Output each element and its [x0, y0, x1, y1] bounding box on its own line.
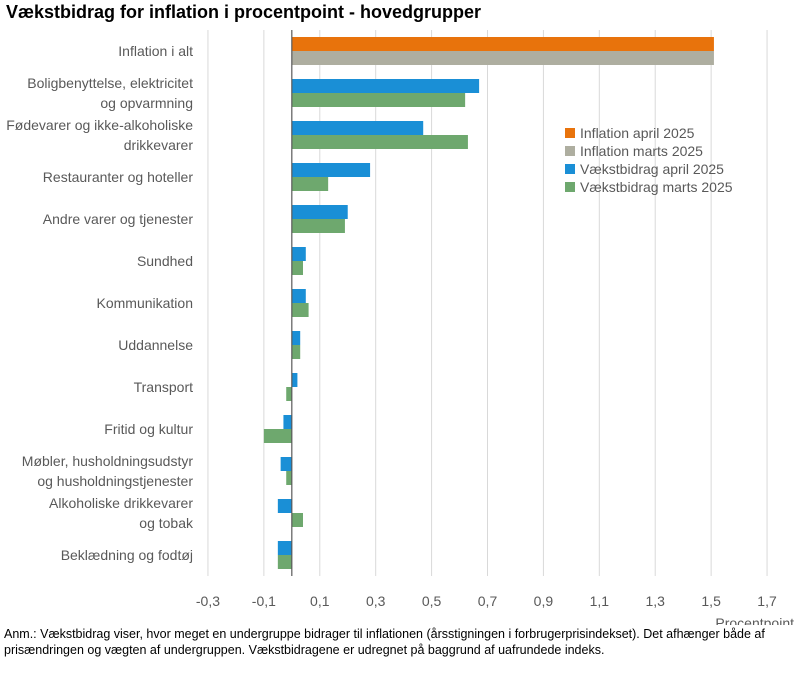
- bar-inflation-april-2025: [291, 37, 714, 51]
- category-label: Alkoholiske drikkevarer og tobak: [49, 495, 194, 531]
- x-tick-label: 1,7: [757, 593, 777, 609]
- bar-vækstbidrag-marts-2025: [263, 429, 292, 443]
- bar-vækstbidrag-marts-2025: [291, 261, 303, 275]
- category-label: Beklædning og fodtøj: [61, 547, 193, 563]
- bar-vækstbidrag-marts-2025: [291, 219, 345, 233]
- bar-vækstbidrag-marts-2025: [286, 387, 292, 401]
- x-tick-label: 1,5: [701, 593, 721, 609]
- bar-vækstbidrag-april-2025: [291, 247, 306, 261]
- legend-label: Vækstbidrag marts 2025: [580, 179, 733, 195]
- category-label: Transport: [134, 379, 194, 395]
- bar-vækstbidrag-marts-2025: [291, 345, 301, 359]
- bar-vækstbidrag-april-2025: [291, 79, 480, 93]
- x-tick-label: 0,3: [366, 593, 386, 609]
- category-label: Kommunikation: [97, 295, 194, 311]
- bar-vækstbidrag-marts-2025: [291, 513, 303, 527]
- bar-vækstbidrag-april-2025: [291, 163, 371, 177]
- category-label: Restauranter og hoteller: [43, 169, 194, 185]
- category-label: Andre varer og tjenester: [43, 211, 194, 227]
- x-tick-label: -0,3: [196, 593, 220, 609]
- bar-vækstbidrag-april-2025: [283, 415, 292, 429]
- legend-label: Vækstbidrag april 2025: [580, 161, 724, 177]
- legend-swatch: [565, 182, 575, 192]
- bar-vækstbidrag-april-2025: [277, 499, 292, 513]
- x-tick-label: 1,1: [590, 593, 610, 609]
- bar-vækstbidrag-april-2025: [277, 541, 292, 555]
- bar-vækstbidrag-april-2025: [291, 373, 298, 387]
- x-axis-label: Procentpoint: [715, 615, 794, 625]
- bar-inflation-marts-2025: [291, 51, 714, 65]
- legend: Inflation april 2025 Inflation marts 2025…: [565, 125, 733, 195]
- x-tick-label: -0,1: [252, 593, 276, 609]
- bar-chart: Inflation i alt Boligbenyttelse, elektric…: [6, 30, 794, 625]
- category-label: Uddannelse: [118, 337, 193, 353]
- legend-swatch: [565, 164, 575, 174]
- chart-title: Vækstbidrag for inflation i procentpoint…: [6, 2, 482, 22]
- category-label: Sundhed: [137, 253, 193, 269]
- bar-vækstbidrag-april-2025: [280, 457, 292, 471]
- bar-vækstbidrag-april-2025: [291, 205, 348, 219]
- category-labels: Inflation i alt Boligbenyttelse, elektric…: [6, 43, 194, 563]
- x-tick-label: 0,5: [422, 593, 442, 609]
- category-label: Møbler, husholdningsudstyr og husholdning…: [22, 453, 194, 489]
- bar-vækstbidrag-marts-2025: [291, 135, 468, 149]
- bar-vækstbidrag-marts-2025: [291, 93, 466, 107]
- footnote: Anm.: Vækstbidrag viser, hvor meget en u…: [4, 627, 765, 657]
- category-label: Boligbenyttelse, elektricitet og opvarmni…: [27, 75, 193, 111]
- legend-label: Inflation marts 2025: [580, 143, 703, 159]
- bars: [263, 37, 714, 569]
- legend-swatch: [565, 146, 575, 156]
- legend-label: Inflation april 2025: [580, 125, 695, 141]
- bar-vækstbidrag-marts-2025: [291, 177, 329, 191]
- bar-vækstbidrag-april-2025: [291, 289, 306, 303]
- x-tick-label: 0,9: [534, 593, 554, 609]
- legend-swatch: [565, 128, 575, 138]
- bar-vækstbidrag-april-2025: [291, 121, 424, 135]
- bar-vækstbidrag-marts-2025: [286, 471, 292, 485]
- x-tick-label: 0,1: [310, 593, 330, 609]
- x-tick-label: 0,7: [478, 593, 498, 609]
- category-label: Inflation i alt: [118, 43, 193, 59]
- x-tick-label: 1,3: [645, 593, 665, 609]
- bar-vækstbidrag-april-2025: [291, 331, 301, 345]
- bar-vækstbidrag-marts-2025: [277, 555, 292, 569]
- category-label: Fritid og kultur: [104, 421, 193, 437]
- x-tick-labels: -0,3 -0,1 0,1 0,3 0,5 0,7 0,9 1,1 1,3 1,5 1,7: [196, 593, 777, 609]
- gridlines: [207, 30, 768, 576]
- bar-vækstbidrag-marts-2025: [291, 303, 309, 317]
- category-label: Fødevarer og ikke-alkoholiske drikkevarer: [6, 117, 193, 153]
